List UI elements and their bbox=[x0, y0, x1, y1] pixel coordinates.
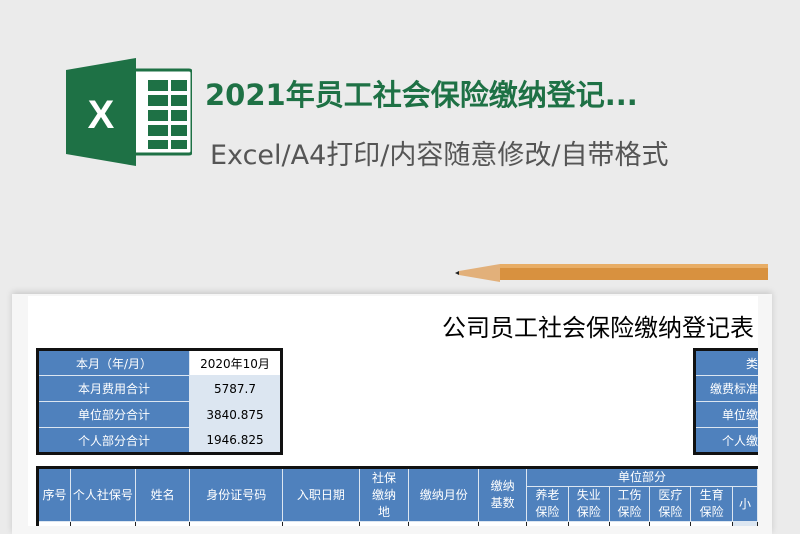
cell[interactable] bbox=[408, 521, 480, 526]
col-subtotal: 小 bbox=[732, 486, 758, 522]
rate-label: 类 bbox=[694, 349, 758, 376]
summary-table: 本月（年/月） 2020年10月 本月费用合计 5787.7 单位部分合计 3840.… bbox=[36, 348, 283, 455]
col-month: 缴纳月份 bbox=[408, 467, 480, 522]
col-injury: 工伤保险 bbox=[608, 486, 651, 522]
cell[interactable] bbox=[608, 521, 651, 526]
summary-label: 个人部分合计 bbox=[37, 427, 190, 454]
col-medical: 医疗保险 bbox=[649, 486, 692, 522]
rate-table: 类 缴费标准 单位缴 个人缴 bbox=[693, 348, 758, 455]
col-place: 社保缴纳地 bbox=[358, 467, 410, 522]
cell[interactable] bbox=[732, 521, 758, 526]
cell[interactable] bbox=[649, 521, 692, 526]
cell[interactable] bbox=[69, 521, 136, 526]
summary-value[interactable]: 2020年10月 bbox=[189, 349, 282, 376]
cell[interactable] bbox=[358, 521, 410, 526]
col-seq: 序号 bbox=[37, 467, 71, 522]
summary-row: 个人部分合计 1946.825 bbox=[37, 427, 282, 454]
col-base: 缴纳基数 bbox=[478, 467, 527, 522]
cell[interactable] bbox=[690, 521, 734, 526]
summary-value[interactable]: 5787.7 bbox=[189, 375, 282, 402]
main-table: 序号 个人社保号 姓名 身份证号码 入职日期 社保缴纳地 缴纳月份 缴纳基数 单… bbox=[36, 466, 758, 526]
cell[interactable] bbox=[478, 521, 527, 526]
cell[interactable] bbox=[189, 521, 284, 526]
col-id: 身份证号码 bbox=[189, 467, 284, 522]
page-subtitle: Excel/A4打印/内容随意修改/自带格式 bbox=[210, 140, 669, 171]
summary-value[interactable]: 1946.825 bbox=[189, 427, 282, 454]
excel-logo-icon: X bbox=[66, 58, 192, 166]
col-pension: 养老保险 bbox=[525, 486, 569, 522]
summary-value[interactable]: 3840.875 bbox=[189, 401, 282, 428]
summary-label: 本月（年/月） bbox=[37, 349, 190, 376]
col-maternity: 生育保险 bbox=[690, 486, 734, 522]
pencil-icon bbox=[455, 264, 768, 282]
rate-label: 缴费标准 bbox=[694, 375, 758, 402]
table-row bbox=[37, 521, 758, 526]
cell[interactable] bbox=[37, 521, 71, 526]
col-unit-group: 单位部分 bbox=[525, 467, 758, 487]
summary-row: 本月（年/月） 2020年10月 bbox=[37, 349, 282, 376]
col-hire: 入职日期 bbox=[282, 467, 360, 522]
summary-row: 单位部分合计 3840.875 bbox=[37, 401, 282, 428]
col-name: 姓名 bbox=[134, 467, 191, 522]
sheet-title: 公司员工社会保险缴纳登记表 bbox=[442, 314, 754, 342]
spreadsheet-preview: 公司员工社会保险缴纳登记表 本月（年/月） 2020年10月 本月费用合计 5787… bbox=[28, 296, 758, 526]
summary-label: 单位部分合计 bbox=[37, 401, 190, 428]
col-ssn: 个人社保号 bbox=[69, 467, 136, 522]
summary-label: 本月费用合计 bbox=[37, 375, 190, 402]
summary-row: 本月费用合计 5787.7 bbox=[37, 375, 282, 402]
svg-text:X: X bbox=[88, 93, 115, 137]
cell[interactable] bbox=[282, 521, 360, 526]
cell[interactable] bbox=[525, 521, 569, 526]
cell[interactable] bbox=[567, 521, 610, 526]
rate-label: 单位缴 bbox=[694, 401, 758, 428]
cell[interactable] bbox=[134, 521, 191, 526]
rate-label: 个人缴 bbox=[694, 427, 758, 454]
page-title: 2021年员工社会保险缴纳登记... bbox=[205, 78, 638, 112]
col-unemployment: 失业保险 bbox=[567, 486, 610, 522]
